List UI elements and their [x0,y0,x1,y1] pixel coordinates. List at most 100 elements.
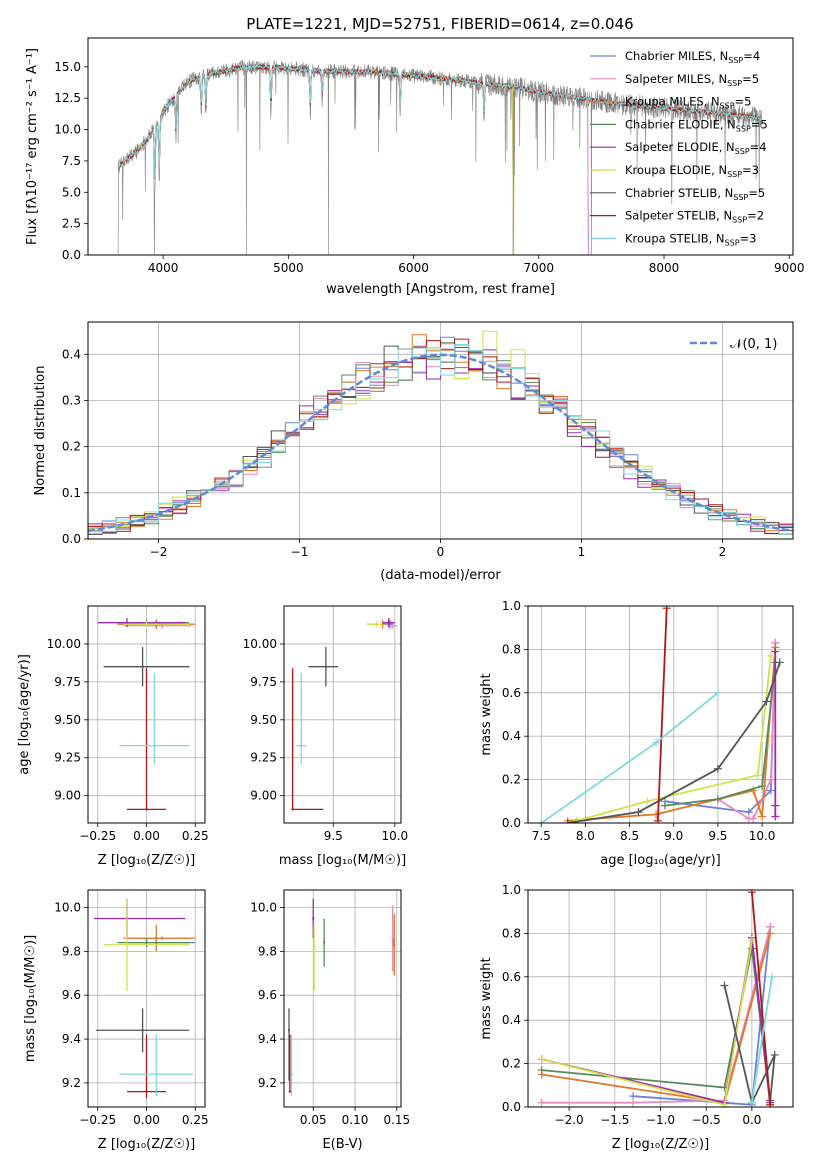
legend-label-subscript: SSP [735,147,750,156]
plot-area [287,898,396,1097]
legend-label: Chabrier ELODIE, NSSP=5 [625,117,768,133]
data-point [391,937,394,940]
y-tick-label: 0.4 [62,347,81,361]
legend-label: Kroupa ELODIE, NSSP=3 [625,163,759,179]
legend-label-text: Chabrier MILES, N [625,49,728,63]
x-tick-label: 0.05 [300,1113,327,1127]
x-tick-label: 0.10 [342,1113,369,1127]
plot-area [537,606,784,823]
legend-label: Salpeter ELODIE, NSSP=4 [625,140,767,156]
age-vs-metallicity-panel: −0.25 0.00 0.25 9.00 9.25 9.50 9.75 10.00 Z [log… [17,605,209,868]
weight-marker [713,764,722,773]
weight-series-line [657,608,668,821]
weight-marker [766,786,775,795]
y-tick-label: 0.2 [502,773,521,787]
legend-label-text: Kroupa MILES, N [625,95,720,109]
legend-label-count: =5 [742,72,759,86]
y-tick-label: 9.8 [258,944,277,958]
legend-label-subscript: SSP [727,170,742,179]
legend-label-text: Salpeter STELIB, N [625,209,732,223]
weight-marker [563,819,572,823]
y-tick-label: 0.6 [502,686,521,700]
x-tick-label: 0.25 [182,1113,209,1127]
x-tick-label: 0.25 [182,829,209,843]
gaussian-legend-label: 𝒩(0, 1) [730,337,777,352]
axes-frame [527,889,794,1108]
data-point [141,1029,144,1032]
x-tick-label: 8.5 [620,829,639,843]
legend-label-subscript: SSP [720,102,735,111]
weight-vs-age-panel: 7.5 8.0 8.5 9.0 9.5 10.0 0.0 0.2 0.4 0.6 0.8 1.0 age… [479,599,794,868]
legend-label-subscript: SSP [727,79,742,88]
weight-vs-metallicity-panel: −2.0 −1.5 −1.0 −0.5 0.0 0.0 0.2 0.4 0.6 0.8 1.0 Z [… [479,883,794,1152]
x-tick-label: −0.5 [692,1113,721,1127]
spectrum-data-line [117,59,762,255]
x-tick-label: 2 [719,545,727,559]
x-axis-label: age [log₁₀(age/yr)] [600,853,721,868]
data-point [145,623,148,626]
y-tick-label: 1.0 [502,883,521,897]
data-point [393,943,396,946]
y-tick-label: 0.1 [62,486,81,500]
x-tick-label: 9.5 [708,829,727,843]
weight-marker [629,1098,638,1107]
legend-label-subscript: SSP [736,124,751,133]
x-tick-label: 1 [578,545,586,559]
weight-marker [662,606,671,613]
legend-label-count: =3 [740,231,757,245]
weight-marker [770,1050,779,1059]
plot-area [93,898,196,1099]
age-vs-mass-panel: 9.5 10.0 9.00 9.25 9.50 9.75 10.00 mass [log₁₀(… [243,605,408,868]
y-tick-label: 9.4 [258,1032,277,1046]
x-tick-label: 7.5 [532,829,551,843]
legend-label: Kroupa MILES, NSSP=5 [625,95,751,111]
legend-label-count: =4 [750,140,767,154]
data-point [141,665,144,668]
weight-marker [652,738,661,747]
figure-title: PLATE=1221, MJD=52751, FIBERID=0614, z=0… [246,15,633,33]
weight-series-line [664,662,777,807]
weight-marker [537,819,546,823]
weight-series-line [576,655,772,822]
x-tick-label: 8000 [649,261,680,275]
y-tick-label: 9.6 [258,988,277,1002]
plot-area [97,618,196,811]
data-point [155,1072,158,1076]
axes-frame [283,889,402,1108]
x-tick-label: 10.0 [749,829,776,843]
y-tick-label: 9.8 [62,944,81,958]
y-tick-label: 0.2 [502,1057,521,1071]
data-point [145,1090,148,1093]
model-spectrum-line [117,63,762,180]
data-point [153,744,156,747]
legend-label: Salpeter MILES, NSSP=5 [625,72,759,88]
weight-marker [720,981,729,990]
data-point [291,808,294,811]
data-point [391,624,394,627]
residuals-panel: −2 −1 0 1 2 0.0 0.1 0.2 0.3 0.4 (data-model)/error… [33,321,794,583]
data-point [375,623,378,626]
y-axis-label: Flux [fλ10⁻¹⁷ erg cm⁻² s⁻¹ A⁻¹] [25,48,40,245]
axes-frame [87,605,206,824]
y-tick-label: 9.50 [250,713,277,727]
legend-label-text: Kroupa STELIB, N [625,231,725,245]
y-axis-label: Normed distribution [33,366,48,496]
legend-label-count: =2 [747,209,764,223]
data-point [290,1072,293,1076]
weight-marker [766,651,775,660]
data-point [287,1029,291,1032]
spectrum-panel: 4000 5000 6000 7000 8000 9000 0.0 2.5 5.0 7.5 10.0… [25,37,805,297]
x-tick-label: 5000 [273,261,304,275]
data-point [145,941,148,944]
y-tick-label: 10.0 [54,123,81,137]
data-point [288,1090,292,1093]
weight-marker [634,808,643,817]
legend-label-text: Chabrier STELIB, N [625,186,733,200]
x-tick-label: −1.5 [600,1113,629,1127]
y-tick-label: 0.3 [62,393,81,407]
plot-area [291,618,398,811]
plot-area [88,330,793,535]
y-axis-label: mass weight [479,957,494,1039]
weight-marker [537,1066,546,1075]
plot-area [117,59,762,255]
